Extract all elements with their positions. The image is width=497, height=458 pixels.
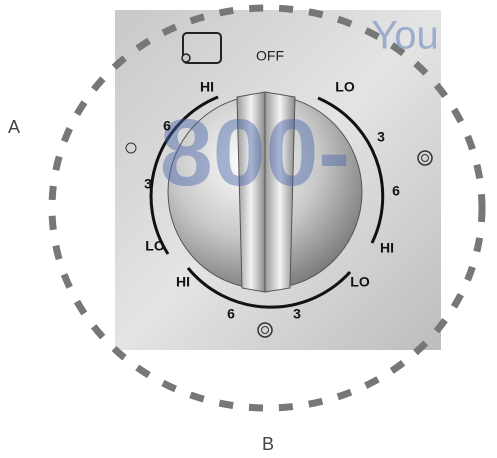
scale-label: LO <box>335 79 355 95</box>
scale-label: 6 <box>392 183 400 199</box>
dashed-outline <box>48 4 486 412</box>
marker <box>257 322 273 338</box>
scale-label: 6 <box>163 118 171 134</box>
icon <box>182 32 222 64</box>
scale-label: 3 <box>377 129 385 145</box>
scale-label: HI <box>200 79 214 95</box>
icon-dot <box>181 53 191 63</box>
scale-arcs <box>149 95 385 309</box>
watermark: 800- <box>160 100 350 206</box>
scale-label: LO <box>145 238 165 254</box>
marker <box>125 142 137 154</box>
marker <box>261 326 269 334</box>
outer-label: B <box>262 434 274 454</box>
scale-label: HI <box>380 240 394 256</box>
scale-label: LO <box>350 274 370 290</box>
scale-label: 6 <box>227 306 235 322</box>
marker <box>417 150 433 166</box>
scale-label: 3 <box>144 176 152 192</box>
knob-grip-right <box>264 91 296 293</box>
scale-label: 3 <box>293 306 301 322</box>
marker <box>421 154 429 162</box>
off-label: OFF <box>256 48 284 64</box>
outer-label: A <box>8 117 20 137</box>
scale-label: HI <box>176 274 190 290</box>
watermark: You <box>371 14 439 58</box>
